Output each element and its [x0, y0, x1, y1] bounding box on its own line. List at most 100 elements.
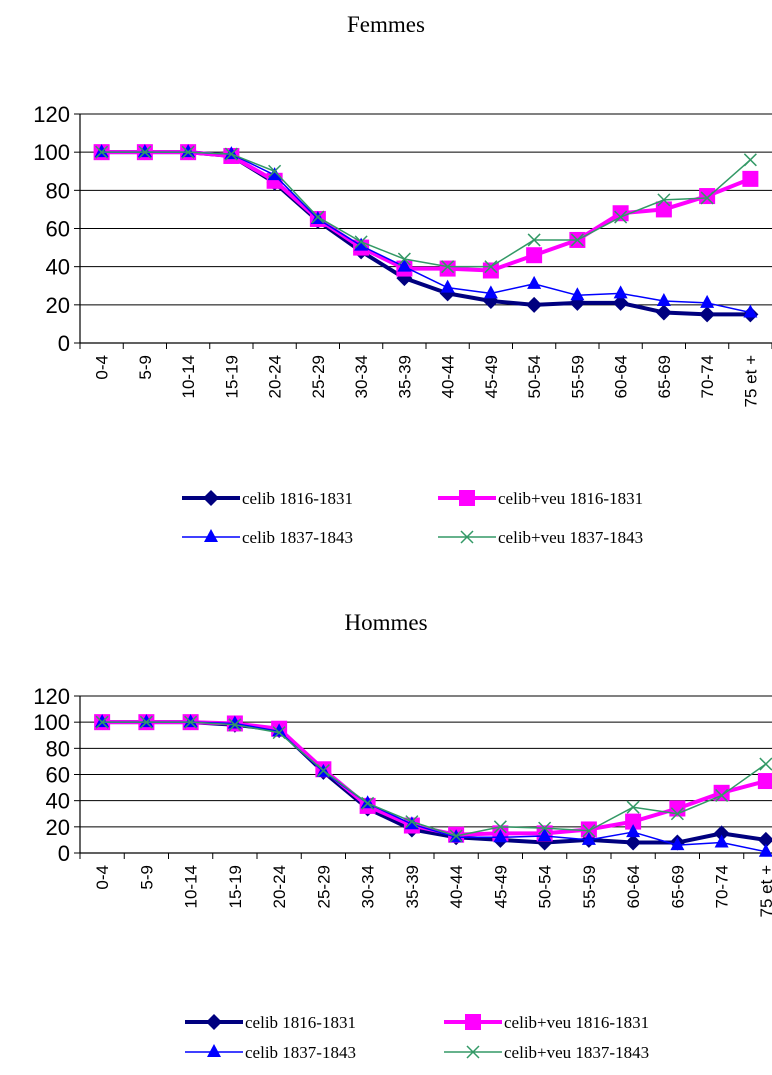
hommes-legend-entry: celib+veu 1816-1831	[444, 1013, 649, 1032]
femmes-x-tick-label: 75 et +	[741, 355, 760, 408]
femmes-data-point	[94, 144, 109, 158]
hommes-data-point	[95, 715, 109, 729]
hommes-y-tick-label: 40	[46, 789, 70, 814]
femmes-data-point	[612, 294, 629, 311]
hommes-data-point	[449, 829, 463, 843]
hommes-data-point	[757, 831, 772, 848]
hommes-x-tick-label: 25-29	[314, 865, 333, 908]
femmes-series-4	[95, 145, 757, 274]
hommes-data-point	[139, 714, 154, 728]
femmes-data-point	[483, 285, 498, 299]
femmes-data-point	[612, 205, 629, 222]
legend-swatch-marker	[206, 1014, 222, 1030]
femmes-series-line	[101, 151, 751, 314]
hommes-data-point	[759, 757, 772, 771]
hommes-data-point	[625, 813, 642, 830]
hommes-chart-title: Hommes	[344, 610, 427, 635]
hommes-data-point	[95, 714, 110, 728]
legend-label: celib+veu 1837-1843	[504, 1043, 649, 1062]
hommes-data-point	[493, 829, 508, 843]
hommes-x-tick-label: 60-64	[624, 865, 643, 908]
femmes-data-point	[268, 164, 282, 178]
hommes-data-point	[537, 827, 552, 841]
femmes-data-point	[656, 293, 671, 307]
femmes-series-line	[101, 150, 751, 317]
legend-swatch-marker	[465, 1014, 481, 1030]
femmes-legend-entry: celib 1837-1843	[182, 528, 353, 547]
hommes-x-tick-label: 0-4	[93, 865, 112, 890]
femmes-y-tick-label: 0	[58, 331, 70, 356]
hommes-x-tick-label: 30-34	[359, 865, 378, 908]
hommes-data-point	[272, 723, 287, 737]
hommes-data-point	[670, 807, 684, 821]
femmes-data-point	[526, 247, 543, 264]
femmes-data-point	[527, 275, 542, 289]
legend-swatch-marker	[203, 490, 219, 506]
hommes-series-line	[102, 720, 767, 845]
hommes-x-tick-label: 75 et +	[757, 865, 772, 918]
femmes-x-tick-label: 5-9	[136, 355, 155, 380]
hommes-data-point	[405, 815, 419, 829]
femmes-legend-entry: celib+veu 1816-1831	[438, 489, 643, 508]
femmes-data-point	[699, 188, 716, 205]
hommes-data-point	[626, 800, 640, 814]
femmes-legend-entry: celib+veu 1837-1843	[438, 528, 643, 547]
femmes-x-tick-label: 35-39	[395, 355, 414, 398]
femmes-x-tick-label: 60-64	[612, 355, 631, 398]
hommes-series-4	[95, 715, 772, 843]
hommes-y-tick-label: 80	[46, 736, 70, 761]
legend-swatch-marker	[204, 529, 218, 542]
femmes-data-point	[570, 233, 584, 247]
hommes-data-point	[581, 831, 596, 845]
femmes-data-point	[743, 153, 757, 167]
femmes-data-point	[441, 260, 455, 274]
hommes-data-point	[184, 715, 198, 729]
femmes-y-tick-label: 40	[46, 255, 70, 280]
femmes-data-point	[484, 260, 498, 274]
hommes-series-line	[102, 720, 767, 837]
femmes-data-point	[700, 191, 714, 205]
femmes-data-point	[526, 296, 543, 313]
hommes-data-point	[713, 825, 730, 842]
hommes-x-tick-label: 50-54	[536, 865, 555, 908]
femmes-data-point	[743, 304, 758, 318]
femmes-data-point	[439, 260, 456, 277]
femmes-x-tick-label: 15-19	[222, 355, 241, 398]
femmes-x-tick-label: 65-69	[655, 355, 674, 398]
hommes-data-point	[715, 788, 729, 802]
hommes-x-tick-label: 10-14	[182, 865, 201, 908]
femmes-x-tick-label: 55-59	[568, 355, 587, 398]
legend-swatch-marker	[459, 490, 475, 506]
hommes-x-tick-label: 40-44	[447, 865, 466, 908]
femmes-x-tick-label: 70-74	[698, 355, 717, 398]
femmes-y-tick-label: 100	[33, 140, 70, 165]
hommes-data-point	[538, 821, 552, 835]
legend-label: celib+veu 1816-1831	[498, 489, 643, 508]
legend-swatch-marker	[207, 1044, 221, 1057]
femmes-data-point	[354, 235, 368, 249]
hommes-data-point	[626, 824, 641, 838]
femmes-legend-entry: celib 1816-1831	[182, 489, 353, 508]
femmes-data-point	[655, 201, 672, 218]
legend-swatch-marker	[466, 1045, 480, 1059]
hommes-x-tick-label: 5-9	[137, 865, 156, 890]
hommes-data-point	[758, 843, 772, 857]
hommes-data-point	[272, 726, 286, 740]
hommes-data-point	[757, 773, 772, 790]
hommes-legend-entry: celib 1816-1831	[185, 1013, 356, 1032]
hommes-x-tick-label: 70-74	[713, 865, 732, 908]
femmes-y-tick-label: 80	[46, 178, 70, 203]
femmes-data-point	[181, 145, 195, 159]
femmes-series-2	[93, 144, 759, 279]
femmes-x-tick-label: 30-34	[352, 355, 371, 398]
femmes-chart-title: Femmes	[347, 12, 425, 37]
hommes-data-point	[316, 764, 330, 778]
hommes-data-point	[670, 837, 685, 851]
femmes-series-line	[101, 150, 752, 273]
hommes-y-tick-label: 0	[58, 841, 70, 866]
femmes-data-point	[311, 210, 325, 224]
chart-femmes: Femmes 0 20 40 60 80 100 120 0-4 5-9 10-14 15-19 20-…	[33, 12, 772, 547]
femmes-data-point	[742, 170, 759, 187]
